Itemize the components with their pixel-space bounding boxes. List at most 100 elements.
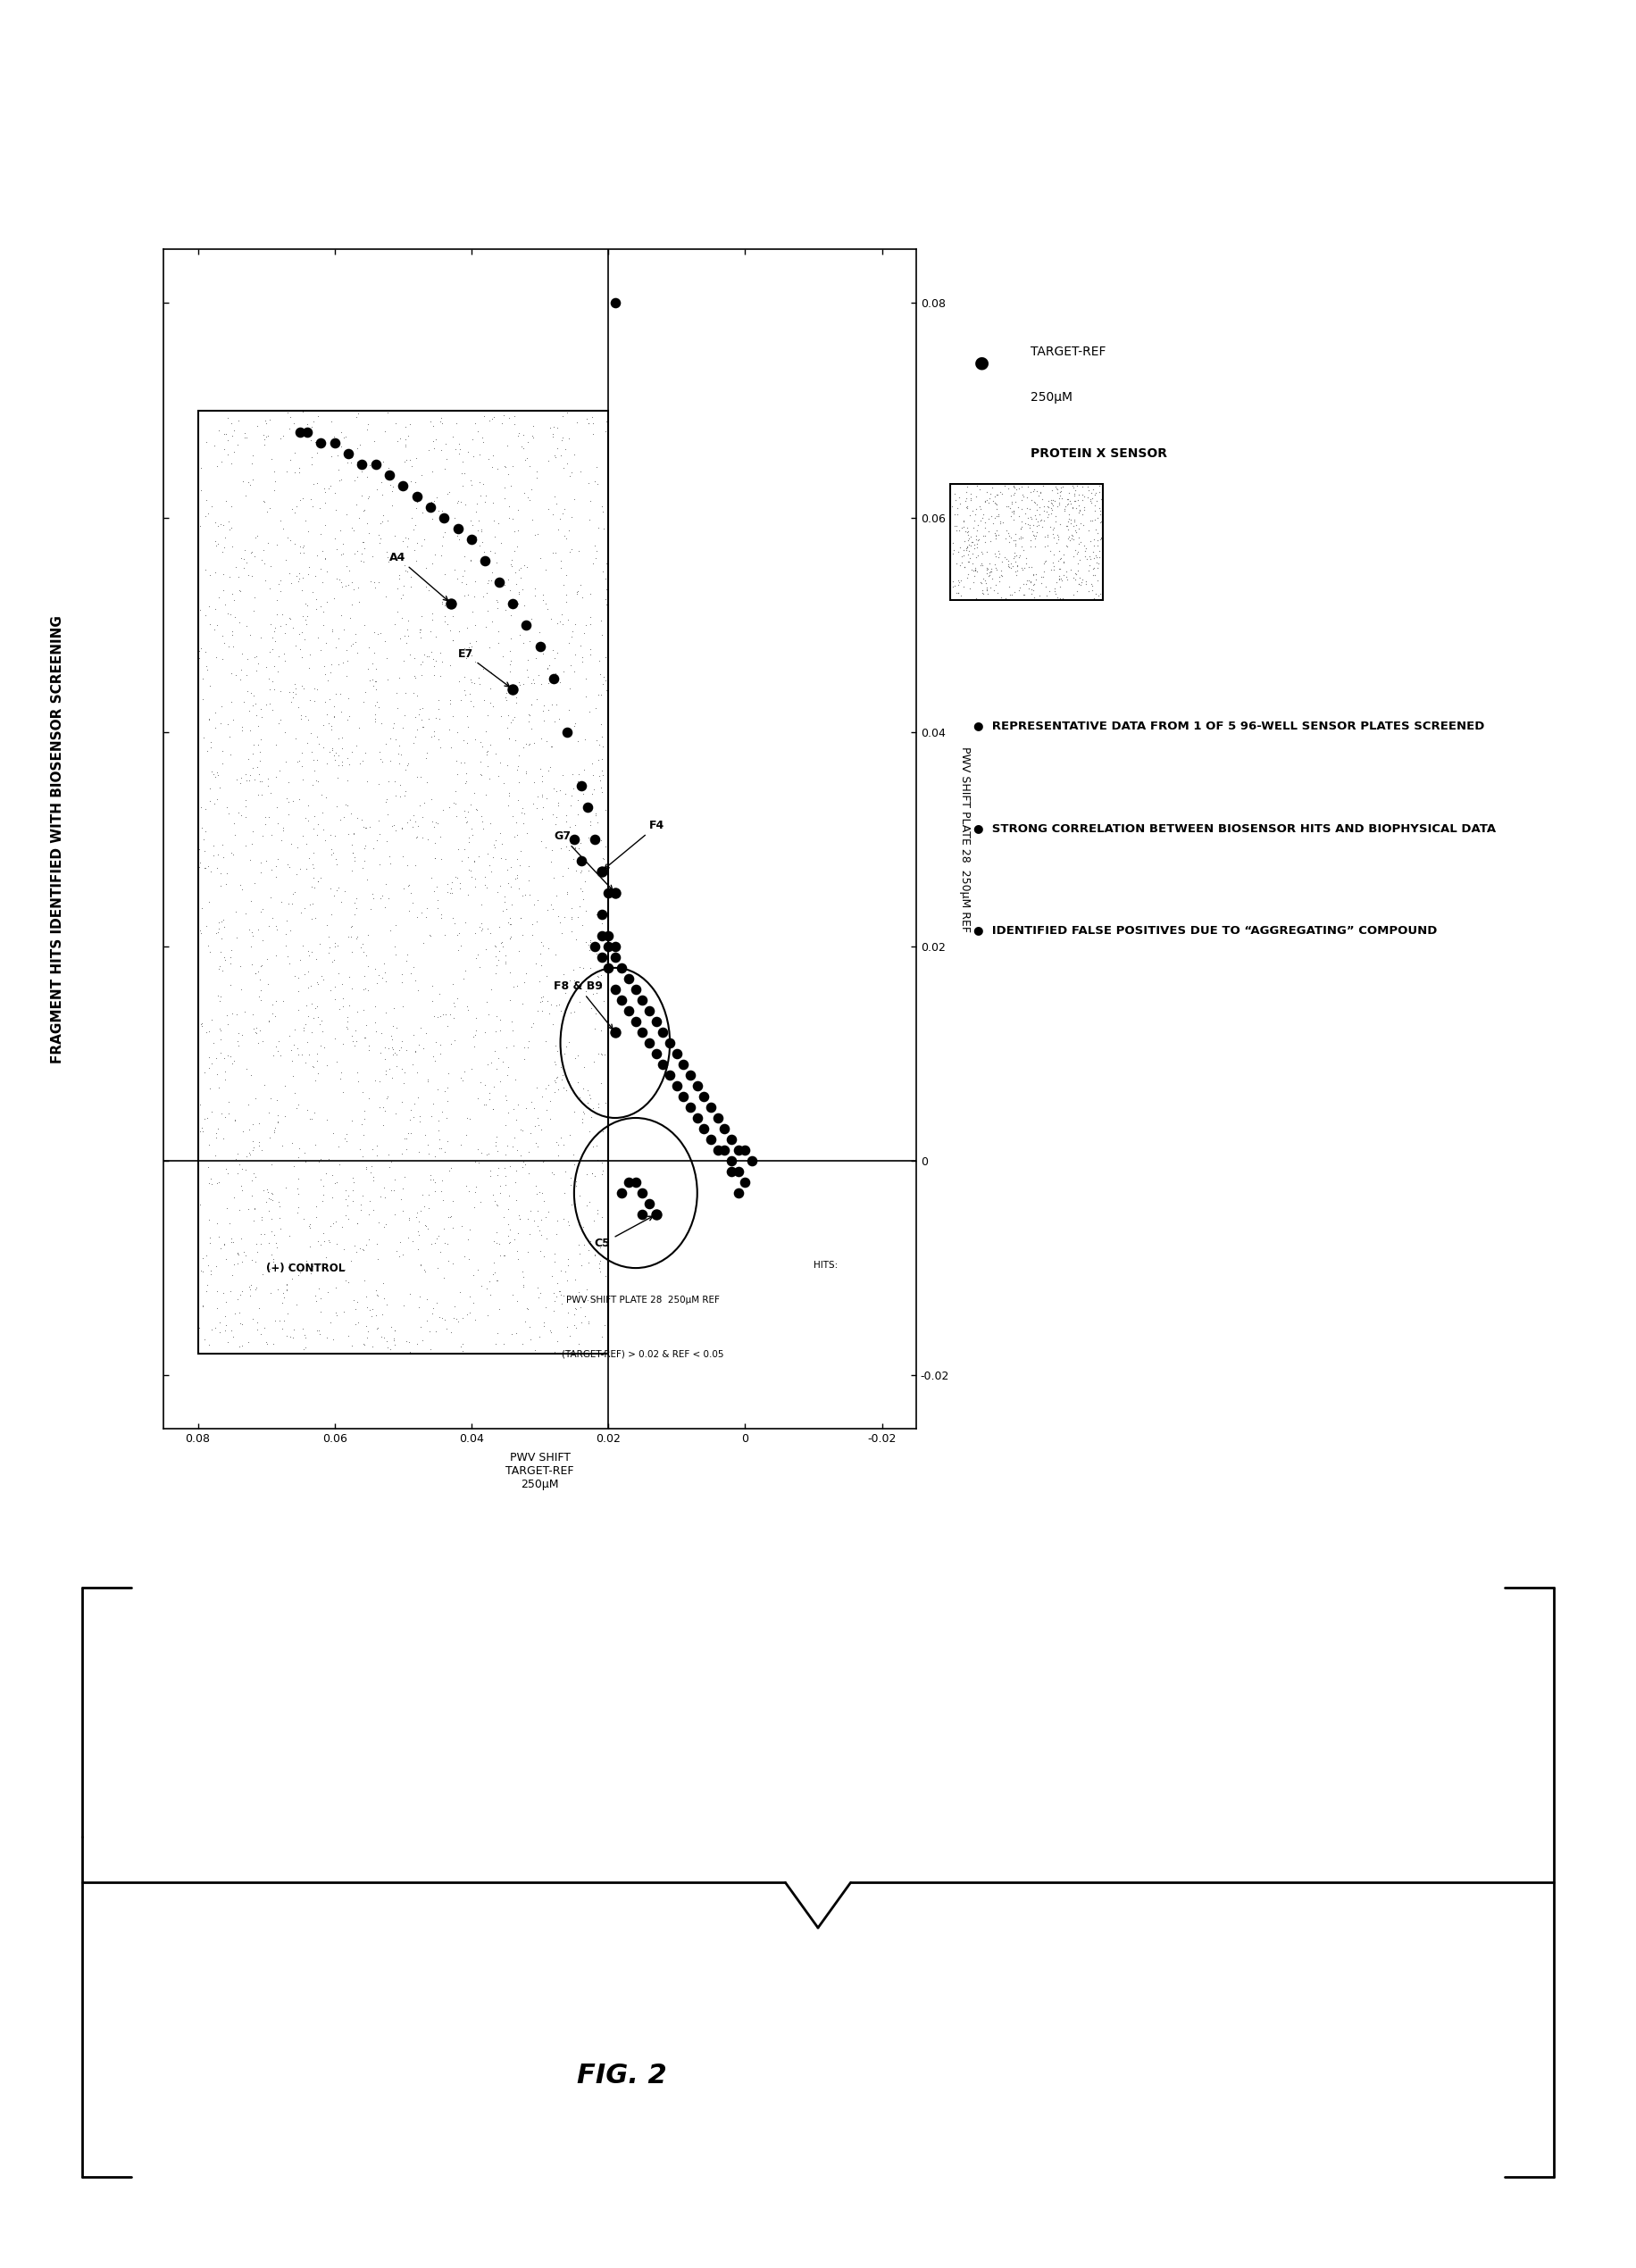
Point — [344, 921, 370, 957]
Point — [1073, 562, 1099, 599]
Point — [506, 1198, 532, 1234]
Point — [322, 1166, 348, 1202]
Point — [363, 1014, 389, 1050]
Point — [280, 1057, 306, 1093]
Point — [401, 726, 427, 762]
Point — [463, 792, 489, 828]
Point — [553, 873, 579, 909]
Point — [468, 1064, 494, 1100]
Point — [299, 767, 326, 803]
Point — [383, 406, 409, 442]
Point — [543, 987, 569, 1023]
Point — [561, 1290, 587, 1327]
Point — [350, 934, 376, 971]
Point — [576, 406, 602, 442]
Point — [514, 1091, 540, 1127]
Point — [402, 699, 429, 735]
Point — [499, 798, 525, 835]
Point — [568, 767, 594, 803]
Point — [584, 1195, 610, 1232]
Point — [568, 1288, 594, 1325]
Point — [569, 873, 596, 909]
Point — [468, 479, 494, 515]
Point — [483, 821, 509, 857]
Point — [340, 1184, 366, 1220]
Point — [368, 615, 394, 651]
Point — [254, 844, 280, 880]
Point — [286, 1254, 312, 1290]
Point — [283, 488, 309, 524]
Point — [214, 789, 240, 826]
Point — [219, 1256, 245, 1293]
Point — [556, 420, 582, 456]
Point — [422, 826, 448, 862]
Point — [486, 932, 512, 968]
Point — [360, 830, 386, 866]
Point — [542, 655, 568, 692]
Point — [389, 710, 416, 746]
Point — [208, 1034, 234, 1070]
Point — [363, 821, 389, 857]
Point — [537, 1084, 563, 1120]
Point — [1050, 469, 1076, 506]
Point — [424, 1070, 450, 1107]
Point — [324, 1225, 350, 1261]
Point — [437, 871, 463, 907]
Point — [219, 1046, 245, 1082]
Point — [267, 1188, 293, 1225]
Point — [427, 404, 453, 440]
Point — [430, 996, 456, 1032]
Point — [258, 853, 285, 889]
Point — [527, 540, 553, 576]
Point — [267, 701, 293, 737]
Point — [216, 796, 242, 832]
Point — [245, 1125, 272, 1161]
Point — [1054, 508, 1080, 544]
Point — [329, 746, 355, 782]
Point — [452, 676, 478, 712]
Point — [432, 556, 458, 592]
Point — [419, 803, 445, 839]
Point — [308, 424, 334, 460]
Point — [535, 590, 561, 626]
Point — [596, 875, 622, 912]
Point — [1003, 483, 1029, 519]
Point — [227, 651, 254, 687]
Point — [520, 1091, 546, 1127]
Point — [227, 662, 254, 699]
Point — [452, 485, 478, 522]
Point — [245, 1290, 272, 1327]
Point — [1029, 508, 1055, 544]
Point — [571, 880, 597, 916]
Point — [434, 440, 460, 476]
Point — [589, 617, 615, 653]
Point — [219, 1318, 245, 1354]
Point — [278, 1043, 304, 1080]
Point — [275, 395, 301, 431]
Point — [510, 547, 537, 583]
Point — [257, 549, 283, 585]
Point — [1078, 542, 1104, 578]
Point — [1024, 508, 1050, 544]
Point — [376, 762, 402, 798]
Point — [955, 522, 982, 558]
Point — [362, 424, 388, 460]
Point — [530, 576, 556, 612]
Point — [973, 565, 1000, 601]
Point — [643, 1036, 669, 1073]
Point — [553, 431, 579, 467]
Point — [236, 912, 262, 948]
Point — [946, 574, 972, 610]
Point — [576, 465, 602, 501]
Point — [193, 907, 219, 943]
Point — [602, 1014, 628, 1050]
Point — [206, 1313, 232, 1349]
Point — [247, 619, 273, 655]
Point — [203, 1116, 229, 1152]
Point — [579, 1127, 605, 1163]
Point — [419, 719, 445, 755]
Point — [615, 1163, 641, 1200]
Point — [573, 721, 599, 758]
Point — [208, 866, 234, 903]
Point — [452, 905, 478, 941]
